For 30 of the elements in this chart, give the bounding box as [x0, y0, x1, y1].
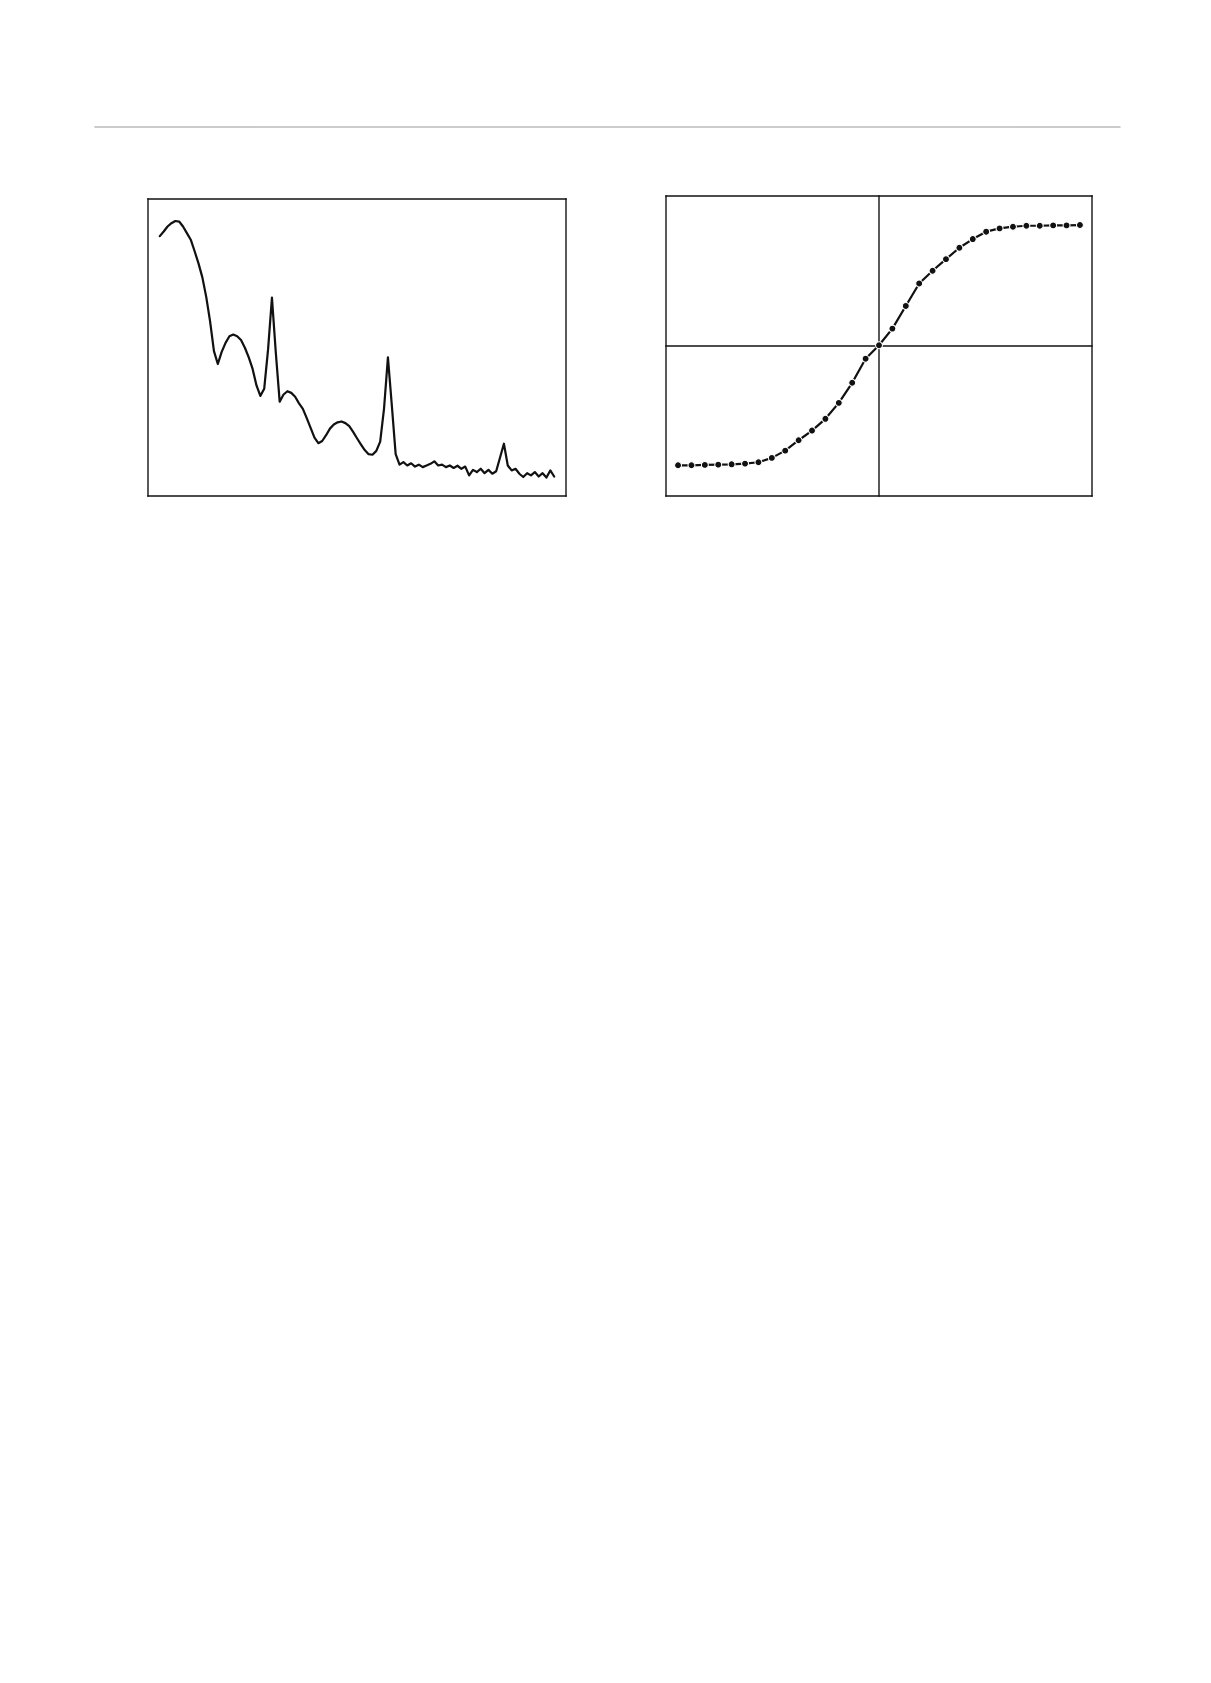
point	[781, 446, 790, 455]
point	[767, 453, 776, 462]
point	[808, 426, 817, 435]
point	[875, 341, 883, 350]
point	[888, 324, 897, 333]
point	[714, 460, 723, 469]
point	[1062, 221, 1071, 230]
point	[821, 414, 830, 423]
point	[1022, 221, 1031, 230]
point	[861, 354, 870, 363]
point	[1008, 222, 1017, 231]
point	[1049, 221, 1058, 230]
point	[901, 301, 910, 310]
point	[848, 378, 857, 387]
point	[700, 460, 709, 469]
point	[941, 255, 950, 264]
point	[1075, 221, 1084, 230]
point	[915, 279, 924, 288]
point	[955, 243, 964, 252]
point	[928, 266, 937, 275]
point	[834, 398, 843, 407]
point	[982, 227, 991, 236]
point	[794, 436, 803, 445]
point	[687, 461, 696, 470]
point	[741, 459, 750, 468]
point	[754, 458, 763, 467]
point	[995, 224, 1004, 233]
point	[674, 461, 683, 470]
point	[1035, 221, 1044, 230]
point	[727, 460, 736, 469]
